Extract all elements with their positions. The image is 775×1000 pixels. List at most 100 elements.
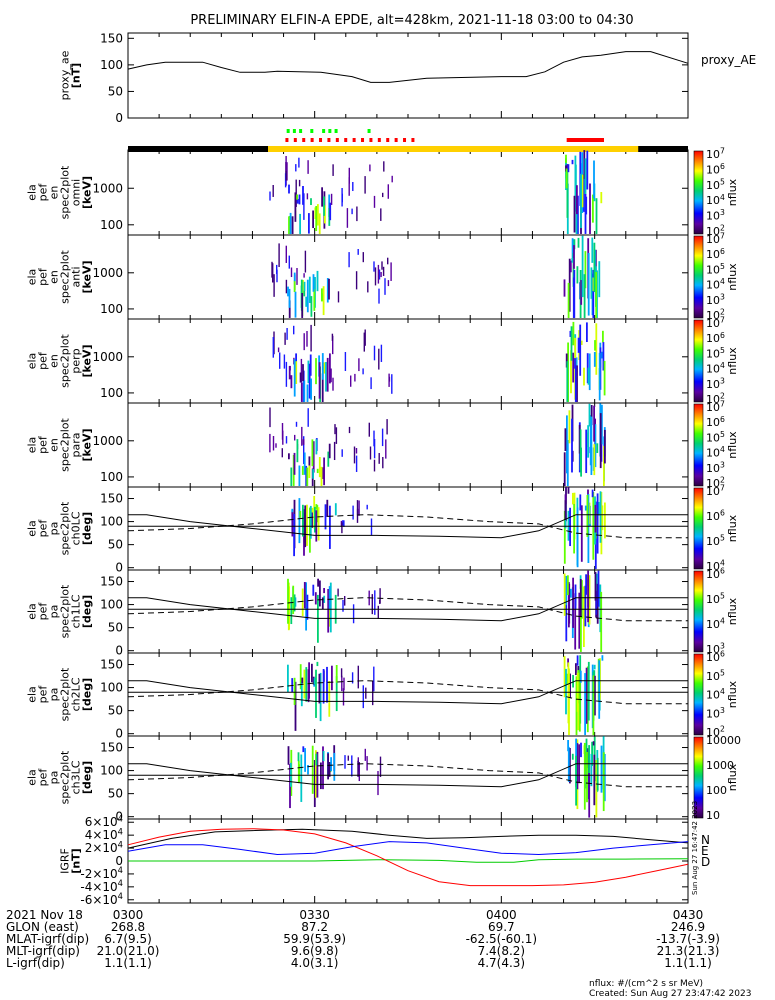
en_para-flux-streak <box>382 457 384 469</box>
en_omni-ylabel-5: [keV] <box>81 176 94 209</box>
pa_ch2-flux-streak <box>319 672 322 722</box>
pa_ch3-ylabel-5: [deg] <box>81 761 94 794</box>
en_para-colorbar-tick: 107 <box>706 400 725 414</box>
en_omni-flux-streak <box>330 193 333 205</box>
pa_ch0-flux-streak <box>291 512 294 537</box>
pa_ch3-flux-streak <box>379 756 382 777</box>
en_para-flux-streak <box>590 405 593 426</box>
zone-marker <box>369 138 373 142</box>
en_omni-flux-streak <box>332 164 334 176</box>
en_perp-flux-streak <box>303 333 305 351</box>
zone-marker <box>285 138 289 142</box>
en_anti-flux-streak <box>382 266 385 276</box>
en_anti-flux-streak <box>362 252 364 263</box>
en_omni-flux-streak <box>298 179 301 187</box>
igrf-tick-label: 6×104 <box>85 813 123 829</box>
pa_ch2-flux-streak <box>601 655 604 661</box>
en_anti-flux-streak <box>572 253 575 287</box>
pa_ch3-flux-streak <box>364 748 366 761</box>
pa_ch3-flux-streak <box>311 745 314 794</box>
en_omni-flux-streak <box>348 167 350 184</box>
pa_ch1-colorbar-label: nflux <box>726 597 739 625</box>
en_para-flux-streak <box>594 424 597 468</box>
en_perp-flux-streak <box>330 368 332 383</box>
en_anti-ylabel-4: anti <box>70 266 83 287</box>
en_para-flux-streak <box>275 443 277 448</box>
en_omni-flux-streak <box>317 204 319 226</box>
pa_ch1-flux-streak <box>567 575 569 596</box>
en_para-flux-streak <box>355 455 358 472</box>
igrf-series-line <box>127 841 689 856</box>
en_para-flux-streak <box>587 425 589 458</box>
timestamp-stamp: Sun Aug 27 16:47:42 2023 <box>691 801 699 895</box>
pa_ch2-flux-streak <box>587 661 590 721</box>
pa_ch0-colorbar-tick: 107 <box>706 484 725 498</box>
pa_ch1-flux-streak <box>587 570 589 623</box>
igrf-series-line <box>127 828 689 849</box>
pa_ch2-flux-streak <box>294 681 297 731</box>
en_anti-flux-streak <box>581 235 584 298</box>
en_para-flux-streak <box>301 426 303 446</box>
en_anti-flux-streak <box>321 288 323 302</box>
en_anti-flux-streak <box>337 291 340 303</box>
en_anti-flux-streak <box>355 271 358 290</box>
en_perp-flux-streak <box>577 337 580 353</box>
en_para-flux-streak <box>604 429 606 464</box>
en_omni-flux-streak <box>573 195 576 233</box>
pa_ch2-flux-streak <box>568 668 570 736</box>
en_anti-flux-streak <box>377 264 380 284</box>
en_anti-flux-streak <box>308 276 311 303</box>
pa_ch3-flux-streak <box>351 755 353 777</box>
pa_ch2-flux-streak <box>300 681 303 707</box>
en_omni-flux-streak <box>295 164 297 172</box>
pa_ch1-flux-streak <box>287 578 289 624</box>
igrf-legend-E: E <box>701 844 709 858</box>
en_perp-flux-streak <box>362 368 364 375</box>
en_perp-flux-streak <box>593 352 596 367</box>
en_omni-flux-streak <box>286 162 288 181</box>
pa_ch1-flux-streak <box>312 584 315 596</box>
en_omni-flux-streak <box>387 184 389 199</box>
pa_ch3-flux-streak <box>344 755 346 769</box>
pa_ch1-flux-streak <box>565 593 568 642</box>
pa_ch2-tick-label: 50 <box>108 704 123 718</box>
en_omni-flux-streak <box>364 176 366 194</box>
en_omni-flux-streak <box>272 185 274 197</box>
pa_ch2-colorbar-tick: 105 <box>706 668 725 682</box>
en_anti-flux-streak <box>580 280 583 305</box>
pa_ch1-ylabel-1: pef <box>37 602 50 621</box>
pa_ch2-flux-streak <box>578 672 581 732</box>
en_para-colorbar-tick: 104 <box>706 445 725 459</box>
en_para-flux-streak <box>315 439 318 455</box>
en_perp-flux-streak <box>569 330 572 337</box>
en_para-flux-streak <box>327 451 330 467</box>
ephemeris-value: 0330 <box>299 908 330 922</box>
en_omni-flux-streak <box>346 208 349 228</box>
en_perp-flux-streak <box>378 348 380 370</box>
en_perp-colorbar-tick: 106 <box>706 331 725 345</box>
pa_ch1-flux-streak <box>377 605 379 619</box>
en_omni-flux-streak <box>566 167 569 218</box>
pa_ch3-flux-streak <box>588 745 590 774</box>
pa_ch3-flux-streak <box>297 760 300 784</box>
pa_ch1-flux-streak <box>588 575 591 625</box>
pa_ch0-loss-cone-line <box>128 514 688 539</box>
en_anti-flux-streak <box>285 245 287 263</box>
en_omni-flux-streak <box>315 206 318 232</box>
en_omni-flux-streak <box>306 193 309 200</box>
pa_ch1-colorbar-tick: 105 <box>706 592 725 606</box>
en_omni-ylabel-3: spec2plot <box>59 165 72 219</box>
en_perp-flux-streak <box>300 358 303 383</box>
en_para-ylabel-5: [keV] <box>81 428 94 461</box>
pa_ch2-flux-streak <box>341 675 343 692</box>
pa_ch3-loss-cone-dashed <box>127 763 688 788</box>
zone-marker <box>352 138 356 142</box>
pa_ch2-colorbar-tick: 103 <box>706 706 725 720</box>
pa_ch3-ylabel-4: ch3LC <box>70 760 83 794</box>
ephemeris-value: 0400 <box>486 908 517 922</box>
en_perp-flux-streak <box>565 353 568 368</box>
en_perp-flux-streak <box>583 367 585 386</box>
en_anti-flux-streak <box>573 270 576 318</box>
pa_ch1-colorbar <box>693 570 704 653</box>
pa_ch2-ylabel-1: pef <box>37 685 50 704</box>
